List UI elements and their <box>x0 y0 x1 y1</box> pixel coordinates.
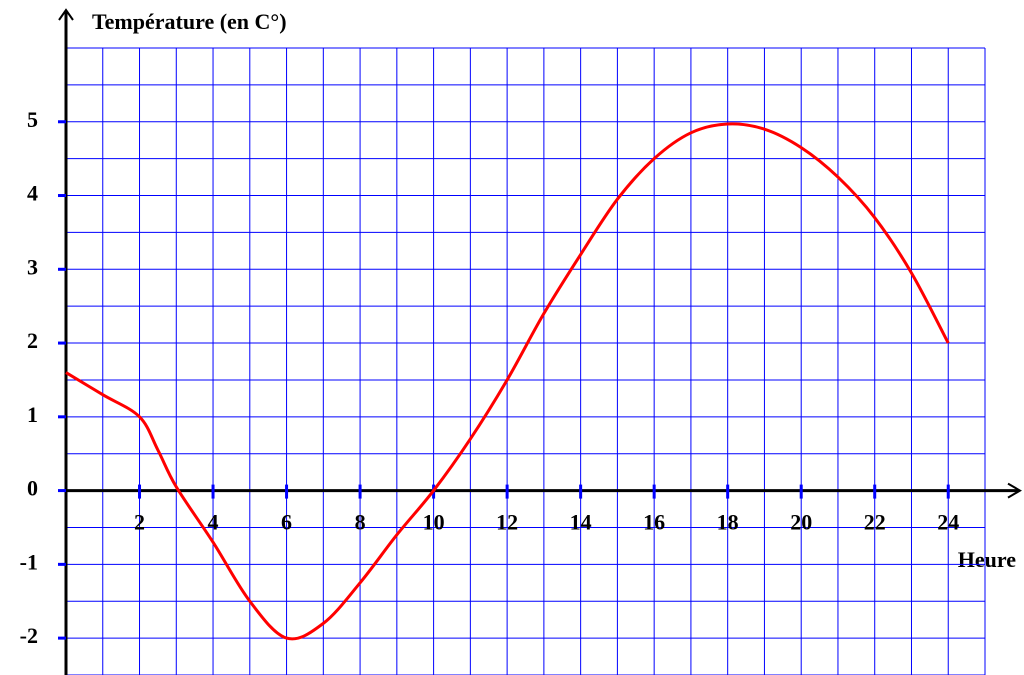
x-tick-label: 4 <box>208 510 219 535</box>
x-axis-label: Heure <box>958 547 1016 572</box>
y-tick-label: 3 <box>27 254 38 279</box>
x-tick-label: 22 <box>864 510 886 535</box>
y-tick-label: -1 <box>20 549 38 574</box>
x-tick-label: 6 <box>281 510 292 535</box>
x-tick-label: 24 <box>937 510 959 535</box>
y-tick-label: 2 <box>27 328 38 353</box>
x-tick-label: 2 <box>134 510 145 535</box>
y-axis-arrow <box>58 8 74 21</box>
x-tick-label: 8 <box>355 510 366 535</box>
x-tick-label: 10 <box>423 510 445 535</box>
y-tick-label: 5 <box>27 107 38 132</box>
x-tick-label: 16 <box>643 510 665 535</box>
x-tick-label: 12 <box>496 510 518 535</box>
temperature-line <box>65 122 950 641</box>
y-tick-label: 4 <box>27 181 38 206</box>
x-tick-label: 14 <box>570 510 592 535</box>
chart-title: Température (en C°) <box>92 9 287 34</box>
x-tick-label: 18 <box>717 510 739 535</box>
x-axis-arrow <box>1007 482 1022 499</box>
y-tick-label: 1 <box>27 402 38 427</box>
y-tick-label: 0 <box>27 476 38 501</box>
y-tick-label: -2 <box>20 623 38 648</box>
x-tick-label: 20 <box>790 510 812 535</box>
